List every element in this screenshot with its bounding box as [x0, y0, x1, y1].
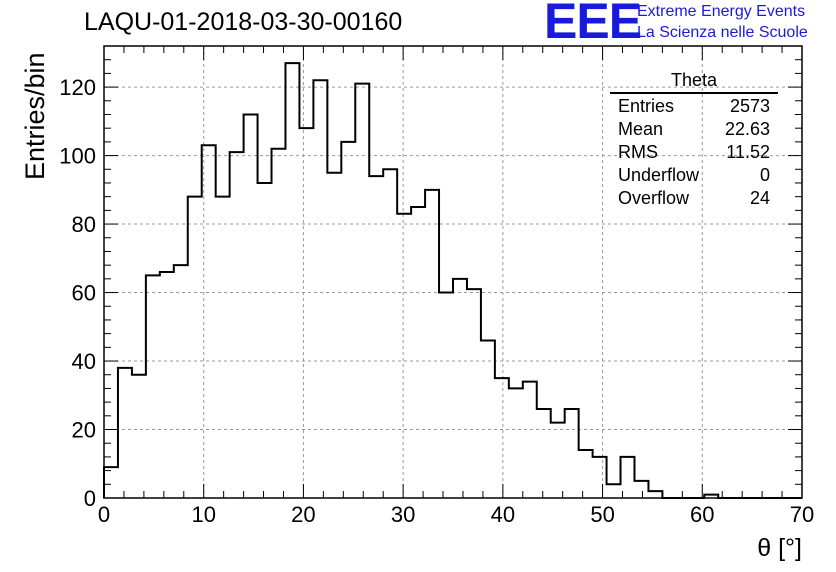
histogram-bin: [537, 409, 551, 498]
logo-line-1: Extreme Energy Events: [637, 3, 806, 20]
x-tick-label: 0: [98, 502, 110, 527]
x-tick-label: 40: [491, 502, 515, 527]
histogram-bin: [132, 375, 146, 498]
histogram-bin: [439, 293, 453, 498]
histogram-bin: [383, 169, 397, 498]
histogram-bin: [523, 382, 537, 498]
histogram-bin: [397, 214, 411, 498]
histogram-bin: [425, 190, 439, 498]
histogram-bin: [230, 152, 244, 498]
eee-logo: EEE: [544, 0, 642, 49]
stats-label: RMS: [618, 142, 658, 162]
x-tick-label: 30: [391, 502, 415, 527]
x-tick-label: 10: [191, 502, 215, 527]
histogram-bin: [285, 63, 299, 498]
histogram-bin: [565, 409, 579, 498]
histogram-bin: [118, 368, 132, 498]
histogram-bin: [355, 84, 369, 498]
y-tick-label: 120: [59, 75, 96, 100]
stats-row-underflow: Underflow 0: [610, 164, 778, 187]
histogram-bin: [313, 80, 327, 498]
histogram-bin: [174, 265, 188, 498]
y-tick-label: 0: [84, 486, 96, 511]
histogram-bin: [188, 197, 202, 498]
x-axis-label: θ [°]: [757, 534, 802, 562]
histogram-bin: [467, 289, 481, 498]
y-tick-label: 80: [72, 212, 96, 237]
histogram-bin: [216, 197, 230, 498]
histogram-bin: [509, 388, 523, 498]
histogram-bin: [244, 114, 258, 498]
stats-label: Overflow: [618, 188, 690, 208]
logo-line-2: La Scienza nelle Scuole: [637, 24, 808, 41]
stats-row-mean: Mean 22.63: [610, 118, 778, 141]
x-tick-label: 60: [690, 502, 714, 527]
stats-row-rms: RMS 11.52: [610, 141, 778, 164]
histogram-bin: [146, 275, 160, 498]
histogram-bin: [369, 176, 383, 498]
histogram-bin: [634, 481, 648, 498]
histogram-bin: [202, 145, 216, 498]
y-tick-label: 60: [72, 281, 96, 306]
histogram-bin: [453, 279, 467, 498]
stats-value: 0: [759, 165, 770, 185]
stats-row-entries: Entries 2573: [610, 95, 778, 118]
histogram-bin: [648, 491, 662, 498]
histogram-bin: [495, 378, 509, 498]
histogram-bin: [551, 423, 565, 498]
stats-box: Theta Entries 2573 Mean 22.63 RMS 11.52 …: [610, 70, 778, 210]
histogram-bin: [258, 183, 272, 498]
stats-label: Entries: [618, 96, 675, 116]
y-tick-label: 100: [59, 144, 96, 169]
histogram-bin: [104, 467, 118, 498]
stats-value: 22.63: [724, 119, 770, 139]
stats-value: 2573: [729, 96, 770, 116]
stats-value: 11.52: [726, 142, 770, 162]
stats-row-overflow: Overflow 24: [610, 187, 778, 210]
histogram-bin: [160, 272, 174, 498]
stats-value: 24: [749, 188, 770, 208]
histogram-bin: [593, 457, 607, 498]
y-tick-label: 40: [72, 349, 96, 374]
y-axis-label: Entries/bin: [20, 52, 50, 180]
x-tick-label: 50: [590, 502, 614, 527]
histogram-bin: [481, 340, 495, 498]
x-tick-label: 20: [291, 502, 315, 527]
histogram-bin: [341, 142, 355, 498]
histogram-bin: [327, 173, 341, 498]
histogram-bin: [299, 128, 313, 498]
chart-title: LAQU-01-2018-03-30-00160: [84, 8, 403, 36]
stats-label: Underflow: [618, 165, 700, 185]
histogram-bin: [272, 149, 286, 498]
x-tick-label: 70: [790, 502, 814, 527]
plot-frame: [103, 45, 803, 499]
histogram-line: [103, 62, 802, 499]
histogram-bin: [607, 484, 621, 498]
stats-label: Mean: [618, 119, 664, 139]
histogram-bin: [411, 207, 425, 498]
stats-title: Theta: [610, 70, 778, 94]
y-tick-label: 20: [72, 418, 96, 443]
histogram-bin: [579, 450, 593, 498]
